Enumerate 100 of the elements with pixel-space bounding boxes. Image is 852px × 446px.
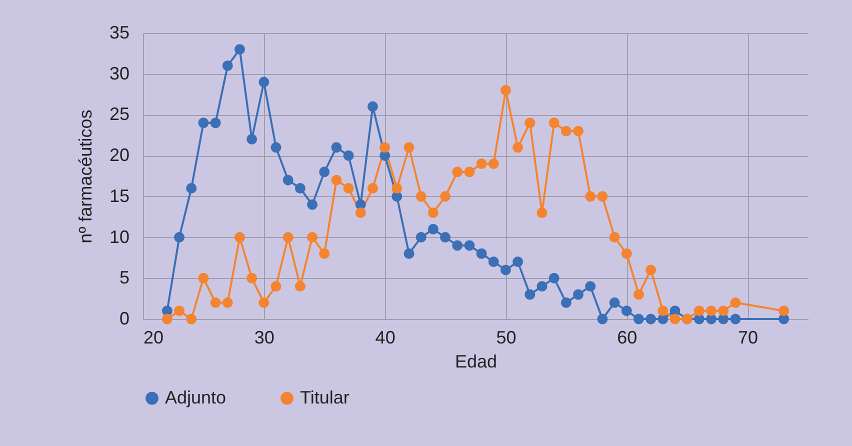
y-tick-label: 25 — [109, 104, 130, 124]
x-tick-label: 20 — [144, 328, 164, 348]
point — [270, 281, 282, 292]
point — [270, 142, 282, 153]
point — [646, 264, 656, 276]
point — [512, 142, 524, 153]
x-axis-title: Edad — [454, 352, 498, 372]
y-tick-label: 15 — [109, 186, 130, 206]
point — [294, 183, 306, 194]
point — [198, 118, 209, 128]
point — [452, 240, 463, 251]
point — [585, 191, 596, 202]
point — [222, 297, 233, 308]
legend-label: Titular — [300, 387, 350, 408]
point — [778, 306, 790, 316]
point — [246, 272, 258, 284]
point — [294, 281, 306, 292]
point — [646, 314, 656, 324]
point — [730, 297, 741, 308]
point — [234, 44, 245, 55]
point — [343, 183, 354, 194]
point — [222, 60, 233, 71]
point — [246, 134, 258, 144]
point — [488, 256, 499, 268]
point — [548, 272, 560, 284]
point — [488, 158, 499, 169]
point — [560, 297, 572, 308]
point — [524, 118, 536, 128]
point — [670, 314, 680, 324]
point — [428, 208, 438, 218]
point — [282, 232, 294, 243]
point — [380, 142, 390, 153]
point — [609, 232, 620, 243]
point — [621, 306, 632, 316]
y-tick-label: 30 — [109, 63, 130, 84]
point — [536, 281, 548, 292]
point — [633, 314, 644, 324]
point — [210, 118, 221, 128]
point — [706, 306, 717, 316]
point — [258, 76, 270, 88]
x-tick-label: 40 — [375, 328, 396, 348]
point — [730, 314, 741, 324]
point — [573, 126, 584, 136]
point — [464, 240, 475, 251]
point — [512, 256, 524, 268]
point — [464, 166, 475, 178]
point — [186, 183, 197, 194]
point — [404, 248, 414, 259]
point — [319, 166, 330, 178]
point — [307, 199, 318, 210]
point — [694, 306, 704, 316]
point — [331, 142, 342, 153]
point — [416, 191, 426, 202]
point — [367, 183, 378, 194]
x-tick-label: 30 — [254, 328, 274, 348]
point — [524, 289, 536, 300]
point — [355, 208, 366, 218]
y-axis-title: nº farmacéuticos — [75, 110, 96, 244]
point — [718, 306, 729, 316]
point — [597, 314, 608, 324]
x-tick-label: 60 — [617, 328, 638, 348]
point — [343, 150, 354, 161]
point — [585, 281, 596, 292]
y-tick-label: 20 — [109, 145, 130, 166]
y-tick-label: 5 — [119, 268, 130, 288]
point — [536, 208, 548, 218]
legend-label: Adjunto — [165, 387, 226, 408]
point — [573, 289, 584, 300]
point — [234, 232, 245, 243]
point — [500, 84, 511, 96]
point — [658, 306, 668, 316]
point — [392, 183, 402, 194]
point — [367, 101, 378, 112]
point — [282, 174, 294, 186]
x-tick-label: 70 — [738, 328, 758, 348]
point — [331, 174, 342, 186]
point — [319, 248, 330, 259]
point — [452, 166, 463, 178]
point — [633, 289, 644, 300]
point — [609, 297, 620, 308]
point — [500, 264, 511, 276]
point — [621, 248, 632, 259]
point — [440, 232, 451, 243]
point — [404, 142, 414, 153]
point — [174, 232, 185, 243]
point — [307, 232, 318, 243]
point — [186, 314, 197, 324]
y-tick-label: 35 — [109, 22, 130, 42]
point — [174, 306, 185, 316]
y-tick-label: 10 — [109, 226, 130, 247]
point — [476, 158, 487, 169]
point — [198, 272, 209, 284]
point — [258, 297, 270, 308]
point — [560, 126, 572, 136]
point — [416, 232, 426, 243]
y-tick-label: 0 — [119, 308, 130, 328]
point — [548, 118, 560, 128]
point — [440, 191, 451, 202]
point — [476, 248, 487, 259]
point — [428, 224, 438, 234]
